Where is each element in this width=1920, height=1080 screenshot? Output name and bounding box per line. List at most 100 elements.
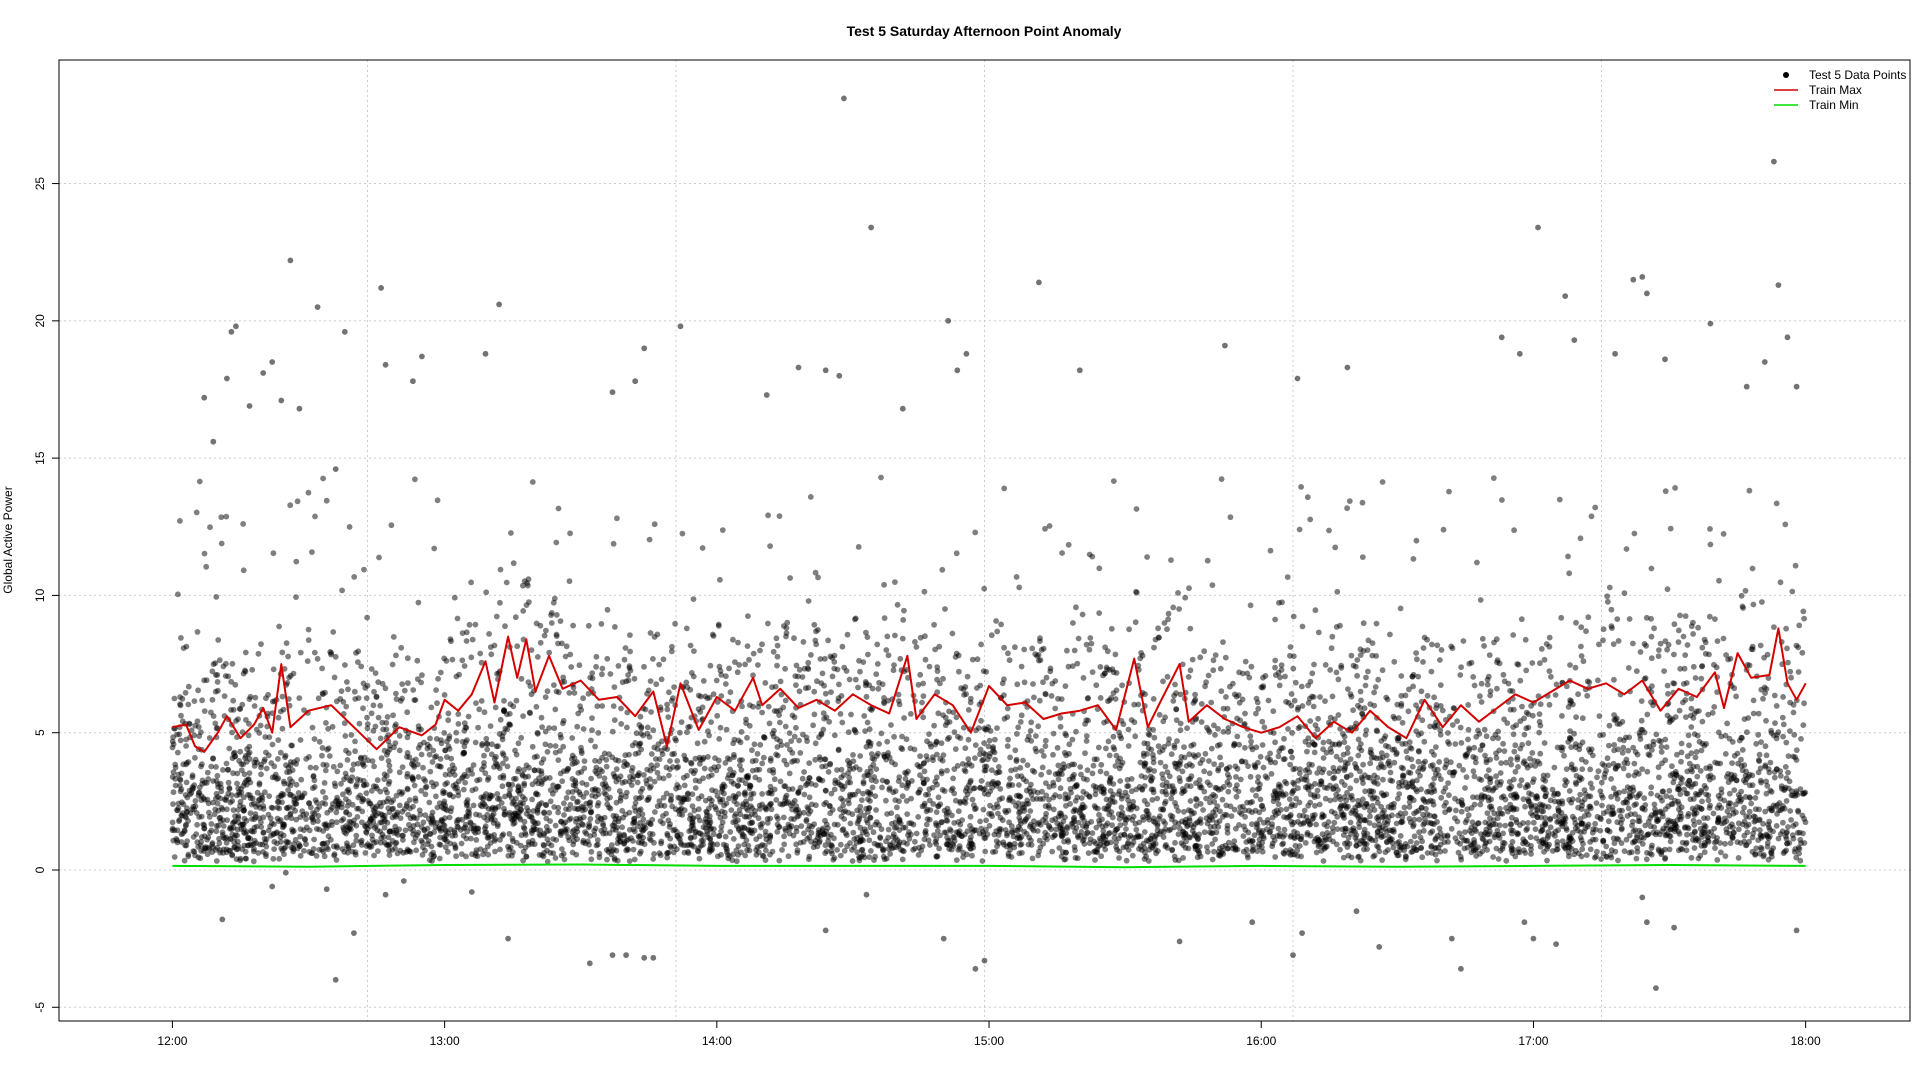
data-point (1429, 641, 1435, 648)
data-point (1310, 703, 1317, 710)
data-point (972, 529, 979, 536)
data-point (1502, 822, 1509, 829)
data-point (744, 847, 750, 853)
data-point (1429, 762, 1436, 768)
data-point (1305, 802, 1312, 809)
data-point (1646, 752, 1653, 759)
data-point (1291, 819, 1297, 826)
data-point (321, 853, 328, 860)
data-point (1390, 826, 1397, 833)
data-point (1353, 777, 1360, 784)
data-point (993, 618, 999, 624)
data-point (575, 822, 582, 829)
data-point (1084, 767, 1091, 774)
data-point (1354, 837, 1360, 844)
data-point (727, 766, 733, 773)
data-point (250, 841, 257, 847)
data-point (866, 854, 873, 860)
data-point (177, 776, 183, 783)
data-point (1312, 802, 1318, 809)
data-point (190, 834, 197, 840)
data-point (539, 724, 545, 730)
data-point (1363, 727, 1370, 734)
data-point (850, 829, 857, 836)
data-point (1784, 645, 1790, 652)
data-point (822, 690, 829, 697)
data-point (197, 855, 204, 862)
data-point (1018, 773, 1025, 780)
data-point (567, 651, 574, 658)
data-point (933, 853, 940, 860)
data-point (345, 686, 351, 693)
data-point (404, 709, 411, 716)
data-point (388, 522, 395, 529)
data-point (1463, 774, 1470, 780)
data-point (1420, 827, 1427, 834)
data-point (710, 831, 717, 838)
data-point (1204, 724, 1210, 731)
data-point (1755, 837, 1762, 843)
data-point (930, 757, 936, 764)
data-point (1295, 725, 1302, 732)
data-point (759, 791, 765, 797)
data-point (1165, 610, 1172, 617)
data-point (1707, 526, 1713, 532)
data-point (866, 726, 873, 733)
data-point (1295, 785, 1301, 792)
data-point (279, 649, 286, 656)
data-point (1614, 616, 1621, 622)
data-point (1017, 719, 1024, 725)
data-point (518, 675, 525, 682)
data-point (1227, 514, 1234, 521)
data-point (899, 856, 906, 863)
data-point (363, 695, 370, 701)
data-point (182, 689, 189, 696)
data-point (853, 764, 859, 770)
data-point (1090, 762, 1097, 769)
data-point (1424, 811, 1431, 817)
data-point (1568, 744, 1575, 750)
data-point (595, 730, 602, 736)
data-point (497, 716, 504, 723)
data-point (1160, 807, 1167, 813)
data-point (920, 680, 927, 687)
data-point (1187, 834, 1193, 841)
data-point (1317, 694, 1323, 700)
data-point (1151, 734, 1158, 741)
data-point (311, 784, 318, 790)
data-point (1466, 827, 1473, 834)
data-point (1385, 847, 1391, 853)
data-point (311, 836, 317, 843)
data-point (398, 644, 405, 651)
data-point (553, 539, 560, 546)
data-point (230, 697, 237, 704)
data-point (1615, 746, 1621, 753)
data-point (346, 789, 353, 796)
data-point (894, 804, 900, 811)
data-point (1651, 801, 1658, 808)
data-point (387, 828, 393, 835)
data-point (1247, 602, 1254, 609)
data-point (1427, 723, 1433, 730)
data-point (297, 826, 304, 832)
data-point (1337, 622, 1343, 629)
data-point (1529, 660, 1536, 666)
data-point (1004, 743, 1011, 749)
data-point (1219, 796, 1226, 803)
data-point (210, 755, 216, 762)
data-point (1452, 741, 1459, 747)
data-point (974, 656, 981, 663)
data-point (1773, 500, 1780, 507)
data-point (402, 827, 409, 834)
data-point (806, 794, 813, 801)
data-point (1551, 764, 1558, 771)
data-point (952, 746, 959, 752)
data-point (829, 673, 836, 680)
data-point (1001, 715, 1008, 722)
data-point (581, 758, 588, 764)
data-point (985, 781, 992, 788)
data-point (1361, 846, 1367, 853)
data-point (1150, 696, 1157, 702)
data-point (799, 775, 806, 782)
data-point (1795, 669, 1802, 675)
